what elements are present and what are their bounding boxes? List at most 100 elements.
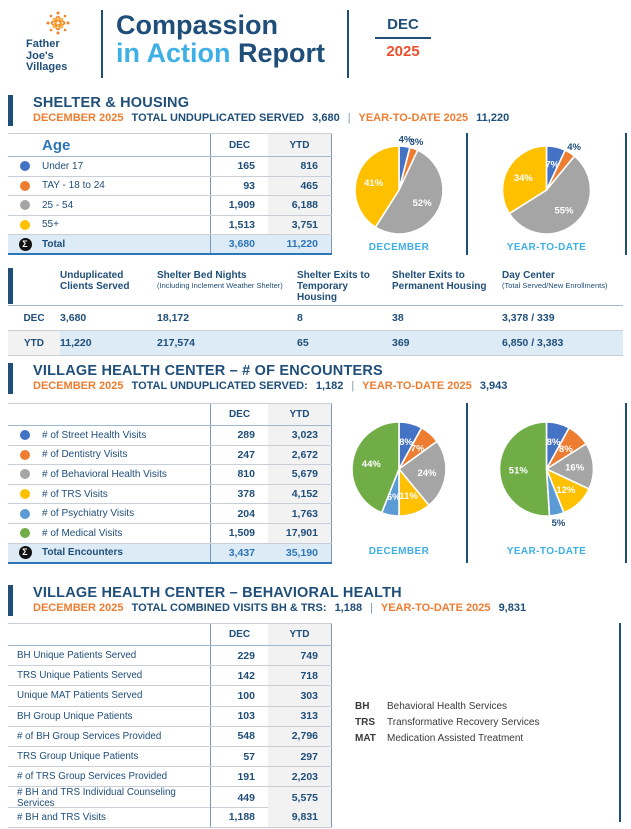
encounters-row-behavioral-health: # of Behavioral Health Visits 810 5,679 bbox=[8, 465, 332, 485]
health-title: VILLAGE HEALTH CENTER – # OF ENCOUNTERS bbox=[33, 363, 383, 379]
age-header-ytd: YTD bbox=[268, 134, 332, 156]
svg-text:51%: 51% bbox=[509, 465, 529, 476]
age-row-55-plus: 55+ 1,513 3,751 bbox=[8, 215, 332, 235]
legend-item-bh: BH Behavioral Health Services bbox=[355, 701, 508, 712]
bh-row: # BH and TRS Visits 1,188 9,831 bbox=[8, 807, 332, 828]
encounters-row-medical: # of Medical Visits 1,509 17,901 bbox=[8, 523, 332, 544]
report-date: DEC 2025 bbox=[368, 6, 438, 82]
header-divider-2 bbox=[347, 10, 349, 78]
pie-block-december: 8% 7% 24% 11% 6% 44% DECEMBER bbox=[332, 403, 468, 563]
title-rest: Report bbox=[230, 38, 325, 68]
bh-row: # BH and TRS Individual Counseling Servi… bbox=[8, 787, 332, 810]
age-row-under-17: Under 17 165 816 bbox=[8, 157, 332, 177]
age-row-total: Σ Total 3,680 11,220 bbox=[8, 235, 332, 255]
behavioral-section-header: VILLAGE HEALTH CENTER – BEHAVIORAL HEALT… bbox=[8, 585, 526, 616]
bh-row: # of BH Group Services Provided 548 2,79… bbox=[8, 726, 332, 747]
section-accent-bar bbox=[8, 95, 13, 126]
subtitle-text: TOTAL UNDUPLICATED SERVED: bbox=[131, 380, 308, 392]
svg-text:12%: 12% bbox=[556, 485, 576, 496]
svg-text:5%: 5% bbox=[552, 518, 566, 529]
encounters-header-dec: DEC bbox=[210, 404, 268, 425]
pie-chart-shelter-ytd: 7% 4% 55% 34% bbox=[469, 133, 624, 242]
header-divider bbox=[101, 10, 103, 78]
shelter-section-body: Age DEC YTD Under 17 165 816 TAY - 18 to… bbox=[8, 133, 627, 255]
encounters-row-psychiatry: # of Psychiatry Visits 204 1,763 bbox=[8, 504, 332, 524]
legend-item-trs: TRS Transformative Recovery Services bbox=[355, 717, 540, 728]
legend-dot bbox=[20, 489, 30, 500]
pie-caption: DECEMBER bbox=[368, 546, 430, 557]
svg-text:6%: 6% bbox=[387, 492, 401, 503]
legend-item-mat: MAT Medication Assisted Treatment bbox=[355, 733, 524, 744]
svg-text:8%: 8% bbox=[547, 437, 561, 448]
subtitle-month: DECEMBER 2025 bbox=[33, 602, 124, 614]
age-header-dec: DEC bbox=[210, 134, 268, 156]
title-accent: in Action bbox=[116, 38, 231, 68]
encounters-row-street-health: # of Street Health Visits 289 3,023 bbox=[8, 426, 332, 446]
subtitle-ytd-value: 11,220 bbox=[476, 112, 510, 124]
behavioral-section-body: DEC YTD BH Unique Patients Served 229 74… bbox=[8, 623, 627, 828]
pie-chart-encounters-december: 8% 7% 24% 11% 6% 44% bbox=[332, 403, 466, 546]
legend-dot bbox=[20, 180, 30, 191]
report-title: Compassion in Action Report bbox=[116, 6, 334, 82]
svg-text:34%: 34% bbox=[514, 173, 534, 184]
pie-caption: DECEMBER bbox=[368, 242, 430, 253]
logo-text: Father Joe's Villages bbox=[26, 38, 68, 73]
svg-text:4%: 4% bbox=[567, 142, 581, 153]
metrics-col-header: Shelter Exits to Permanent Housing bbox=[392, 270, 487, 292]
sigma-icon: Σ bbox=[18, 237, 32, 251]
behavioral-header-dec: DEC bbox=[210, 624, 268, 645]
metrics-header-row: Unduplicated Clients Served Shelter Bed … bbox=[8, 268, 623, 306]
subtitle-sep: | bbox=[347, 112, 351, 124]
metrics-col-header: Shelter Bed Nights (Including Inclement W… bbox=[157, 270, 283, 290]
bh-row: BH Unique Patients Served 229 749 bbox=[8, 646, 332, 667]
health-pie-area: 8% 7% 24% 11% 6% 44% DECEMBER 8% 8% 16% 12% 5% 51%… bbox=[332, 403, 627, 563]
legend-dot bbox=[20, 449, 30, 460]
subtitle-ytd: YEAR-TO-DATE 2025 bbox=[380, 602, 491, 614]
encounters-row-total: Σ Total Encounters 3,437 35,190 bbox=[8, 543, 332, 564]
subtitle-ytd: YEAR-TO-DATE 2025 bbox=[362, 380, 472, 392]
metrics-row-ytd: YTD 11,220 217,574 65 369 6,850 / 3,383 bbox=[8, 331, 623, 356]
subtitle-value: 3,680 bbox=[312, 112, 340, 124]
age-row-25-54: 25 - 54 1,909 6,188 bbox=[8, 196, 332, 216]
pie-chart-encounters-ytd: 8% 8% 16% 12% 5% 51% bbox=[469, 403, 624, 546]
bh-row: TRS Unique Patients Served 142 718 bbox=[8, 666, 332, 687]
behavioral-title: VILLAGE HEALTH CENTER – BEHAVIORAL HEALT… bbox=[33, 585, 402, 601]
report-month: DEC bbox=[375, 16, 431, 39]
svg-text:4%: 4% bbox=[399, 134, 413, 145]
svg-text:24%: 24% bbox=[417, 468, 437, 479]
report-header: Father Joe's Villages Compassion in Acti… bbox=[26, 6, 631, 82]
subtitle-month: DECEMBER 2025 bbox=[33, 112, 124, 124]
svg-text:7%: 7% bbox=[411, 443, 425, 454]
metrics-row-dec: DEC 3,680 18,172 8 38 3,378 / 339 bbox=[8, 306, 623, 331]
encounters-row-trs: # of TRS Visits 378 4,152 bbox=[8, 484, 332, 505]
svg-text:11%: 11% bbox=[399, 491, 418, 502]
legend-dot bbox=[20, 161, 30, 172]
age-header-label: Age bbox=[42, 136, 71, 154]
bh-row: Unique MAT Patients Served 100 303 bbox=[8, 686, 332, 707]
subtitle-ytd: YEAR-TO-DATE 2025 bbox=[358, 112, 469, 124]
title-line1: Compassion bbox=[116, 10, 279, 40]
abbreviation-legend: BH Behavioral Health Services TRS Transf… bbox=[355, 699, 539, 747]
shelter-metrics-table: Unduplicated Clients Served Shelter Bed … bbox=[8, 268, 623, 356]
metrics-col-header: Day Center (Total Served/New Enrollments) bbox=[502, 270, 608, 290]
section-accent-bar bbox=[8, 585, 13, 616]
svg-text:8%: 8% bbox=[559, 444, 573, 455]
behavioral-header-ytd: YTD bbox=[268, 624, 332, 645]
metrics-col-header: Unduplicated Clients Served bbox=[60, 270, 130, 292]
subtitle-sep: | bbox=[351, 380, 355, 392]
subtitle-value: 1,182 bbox=[315, 380, 344, 392]
pie-block-december: 4% 3% 52% 41% DECEMBER bbox=[332, 133, 468, 255]
encounters-table-header: DEC YTD bbox=[8, 404, 332, 426]
bh-row: TRS Group Unique Patients 57 297 bbox=[8, 746, 332, 768]
pie-caption: YEAR-TO-DATE bbox=[506, 242, 587, 253]
shelter-section-header: SHELTER & HOUSING DECEMBER 2025 TOTAL UN… bbox=[8, 95, 509, 126]
legend-dot bbox=[20, 430, 30, 441]
metrics-accent-bar bbox=[8, 268, 13, 304]
pie-block-ytd: 8% 8% 16% 12% 5% 51% YEAR-TO-DATE bbox=[468, 403, 627, 563]
legend-dot bbox=[20, 528, 30, 539]
pie-block-ytd: 7% 4% 55% 34% YEAR-TO-DATE bbox=[468, 133, 627, 255]
legend-dot bbox=[20, 469, 30, 480]
bh-row: # of TRS Group Services Provided 191 2,2… bbox=[8, 767, 332, 788]
encounters-header-ytd: YTD bbox=[268, 404, 332, 425]
